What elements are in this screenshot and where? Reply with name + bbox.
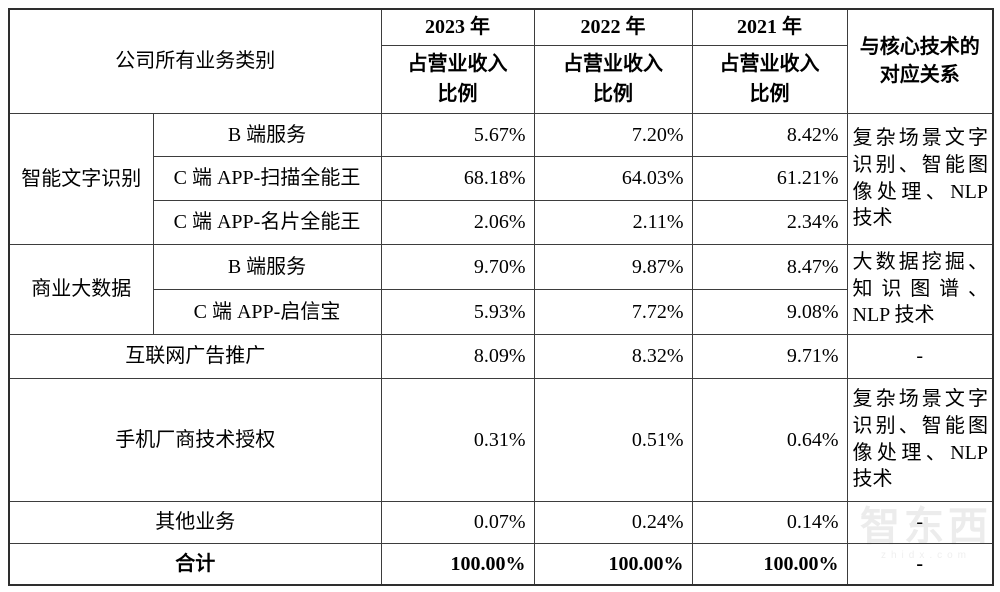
table-row-other: 其他业务 0.07% 0.24% 0.14% -	[8, 500, 994, 544]
header-year-2022: 2022 年	[533, 8, 693, 46]
table-header: 公司所有业务类别 2023 年 2022 年 2021 年 与核心技术的对应关系…	[8, 8, 994, 114]
value-2022: 7.72%	[533, 288, 693, 335]
value-2021: 2.34%	[691, 199, 848, 245]
header-year-2023: 2023 年	[380, 8, 535, 46]
table-row-ocr-scanner: C 端 APP-扫描全能王 68.18% 64.03% 61.21%	[9, 155, 993, 201]
value-2023: 0.31%	[380, 377, 535, 502]
value-2021: 100.00%	[691, 542, 848, 586]
value-2022: 8.32%	[533, 333, 693, 379]
header-row-sublabels: 占营业收入比例 占营业收入比例 占营业收入比例	[9, 44, 993, 114]
table-row-phone-license: 手机厂商技术授权 0.31% 0.51% 0.64% 复杂场景文字识别、智能图像…	[8, 377, 994, 502]
tech-cell-ads: -	[846, 333, 994, 379]
tech-cell-other: -	[846, 500, 994, 544]
header-category: 公司所有业务类别	[8, 8, 382, 114]
value-2023: 0.07%	[380, 500, 535, 544]
value-2023: 2.06%	[380, 199, 535, 245]
value-2021: 61.21%	[691, 155, 848, 201]
table-row-ocr-camcard: C 端 APP-名片全能王 2.06% 2.11% 2.34%	[9, 199, 993, 245]
value-2022: 2.11%	[533, 199, 693, 245]
group-cell-bigdata: 商业大数据	[8, 243, 154, 335]
table-row-bigdata-qixin: C 端 APP-启信宝 5.93% 7.72% 9.08%	[9, 288, 993, 335]
value-2021: 9.71%	[691, 333, 848, 379]
value-2022: 64.03%	[533, 155, 693, 201]
value-2023: 5.93%	[380, 288, 535, 335]
table-row-total: 合计 100.00% 100.00% 100.00% -	[8, 542, 994, 586]
item-cell: C 端 APP-扫描全能王	[152, 155, 382, 201]
header-sub-2022: 占营业收入比例	[533, 44, 693, 114]
item-cell-ads: 互联网广告推广	[8, 333, 382, 379]
tech-cell-bigdata: 大数据挖掘、知识图谱、NLP 技术	[846, 243, 994, 335]
header-sub-2023: 占营业收入比例	[380, 44, 535, 114]
value-2023: 68.18%	[380, 155, 535, 201]
value-2022: 0.51%	[533, 377, 693, 502]
header-sub-2021: 占营业收入比例	[691, 44, 848, 114]
tech-cell-ocr: 复杂场景文字识别、智能图像处理、NLP 技术	[846, 112, 994, 245]
value-2022: 0.24%	[533, 500, 693, 544]
item-cell-phone-license: 手机厂商技术授权	[8, 377, 382, 502]
item-cell: B 端服务	[152, 243, 382, 290]
value-2021: 9.08%	[691, 288, 848, 335]
value-2022: 100.00%	[533, 542, 693, 586]
header-year-2021: 2021 年	[691, 8, 848, 46]
value-2021: 0.64%	[691, 377, 848, 502]
value-2022: 9.87%	[533, 243, 693, 290]
tech-cell-total: -	[846, 542, 994, 586]
table-row-ocr-b: 智能文字识别 B 端服务 5.67% 7.20% 8.42% 复杂场景文字识别、…	[8, 112, 994, 245]
value-2021: 8.42%	[691, 112, 848, 157]
item-cell-total: 合计	[8, 542, 382, 586]
group-cell-ocr: 智能文字识别	[8, 112, 154, 245]
value-2023: 100.00%	[380, 542, 535, 586]
header-row-years: 公司所有业务类别 2023 年 2022 年 2021 年 与核心技术的对应关系	[8, 8, 994, 114]
value-2021: 8.47%	[691, 243, 848, 290]
revenue-breakdown-table: 公司所有业务类别 2023 年 2022 年 2021 年 与核心技术的对应关系…	[8, 8, 994, 586]
table-row-ads: 互联网广告推广 8.09% 8.32% 9.71% -	[8, 333, 994, 379]
value-2021: 0.14%	[691, 500, 848, 544]
value-2023: 9.70%	[380, 243, 535, 290]
item-cell: B 端服务	[152, 112, 382, 157]
item-cell: C 端 APP-名片全能王	[152, 199, 382, 245]
value-2023: 5.67%	[380, 112, 535, 157]
item-cell: C 端 APP-启信宝	[152, 288, 382, 335]
header-core-tech: 与核心技术的对应关系	[846, 8, 994, 114]
item-cell-other: 其他业务	[8, 500, 382, 544]
value-2023: 8.09%	[380, 333, 535, 379]
value-2022: 7.20%	[533, 112, 693, 157]
table-body: 智能文字识别 B 端服务 5.67% 7.20% 8.42% 复杂场景文字识别、…	[8, 112, 994, 586]
tech-cell-phone-license: 复杂场景文字识别、智能图像处理、NLP 技术	[846, 377, 994, 502]
table-row-bigdata-b: 商业大数据 B 端服务 9.70% 9.87% 8.47% 大数据挖掘、知识图谱…	[8, 243, 994, 335]
header-core-tech-label: 与核心技术的对应关系	[859, 36, 980, 87]
